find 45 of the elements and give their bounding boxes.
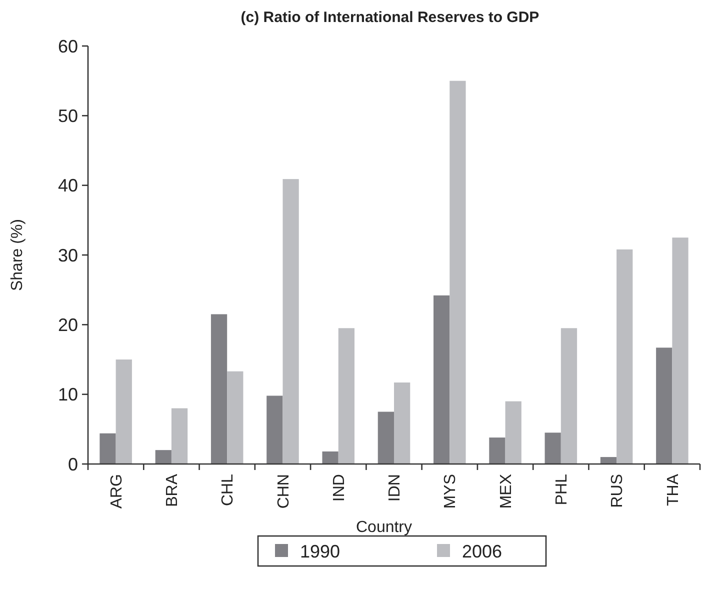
y-tick-label: 20 xyxy=(58,314,78,335)
bar xyxy=(489,438,506,464)
x-tick-label: CHN xyxy=(275,474,292,509)
x-tick-label: PHL xyxy=(554,474,571,506)
y-tick-label: 50 xyxy=(58,106,78,126)
bar xyxy=(600,457,617,464)
chart-title: (c) Ratio of International Reserves to GDP xyxy=(240,9,540,26)
bar xyxy=(171,408,188,464)
y-axis-title: Share (%) xyxy=(9,218,26,292)
x-tick-label: ARG xyxy=(108,474,126,509)
bar xyxy=(656,348,672,464)
bar xyxy=(282,179,299,464)
bar xyxy=(672,238,688,464)
bar xyxy=(434,295,450,464)
y-tick-label: 30 xyxy=(58,245,78,266)
bar xyxy=(544,432,561,464)
bar xyxy=(394,382,410,464)
y-tick-label: 60 xyxy=(58,36,78,56)
bar xyxy=(322,451,338,464)
x-tick-label: THA xyxy=(664,474,682,506)
x-tick-label: MYS xyxy=(442,474,460,509)
bar xyxy=(116,360,132,464)
bar xyxy=(266,396,283,464)
bar xyxy=(450,80,466,464)
bar xyxy=(100,433,116,464)
x-axis-title: Country xyxy=(356,519,412,536)
bar xyxy=(378,412,394,464)
x-tick-label: CHL xyxy=(220,474,237,506)
bar xyxy=(560,328,578,464)
legend-label: 2006 xyxy=(462,541,502,562)
y-tick-label: 0 xyxy=(68,454,78,474)
x-tick-label: IDN xyxy=(386,474,404,502)
y-tick-label: 10 xyxy=(58,384,78,405)
legend-label: 1990 xyxy=(300,541,340,562)
bar xyxy=(210,314,228,464)
bar xyxy=(155,450,172,464)
bar xyxy=(227,371,244,464)
x-tick-label: RUS xyxy=(609,474,626,508)
x-tick-label: IND xyxy=(330,474,348,502)
y-tick-label: 40 xyxy=(58,176,78,196)
x-tick-label: MEX xyxy=(498,474,515,509)
bar xyxy=(616,249,633,464)
bar xyxy=(338,328,354,464)
bar xyxy=(505,401,522,464)
x-tick-label: BRA xyxy=(164,474,182,507)
